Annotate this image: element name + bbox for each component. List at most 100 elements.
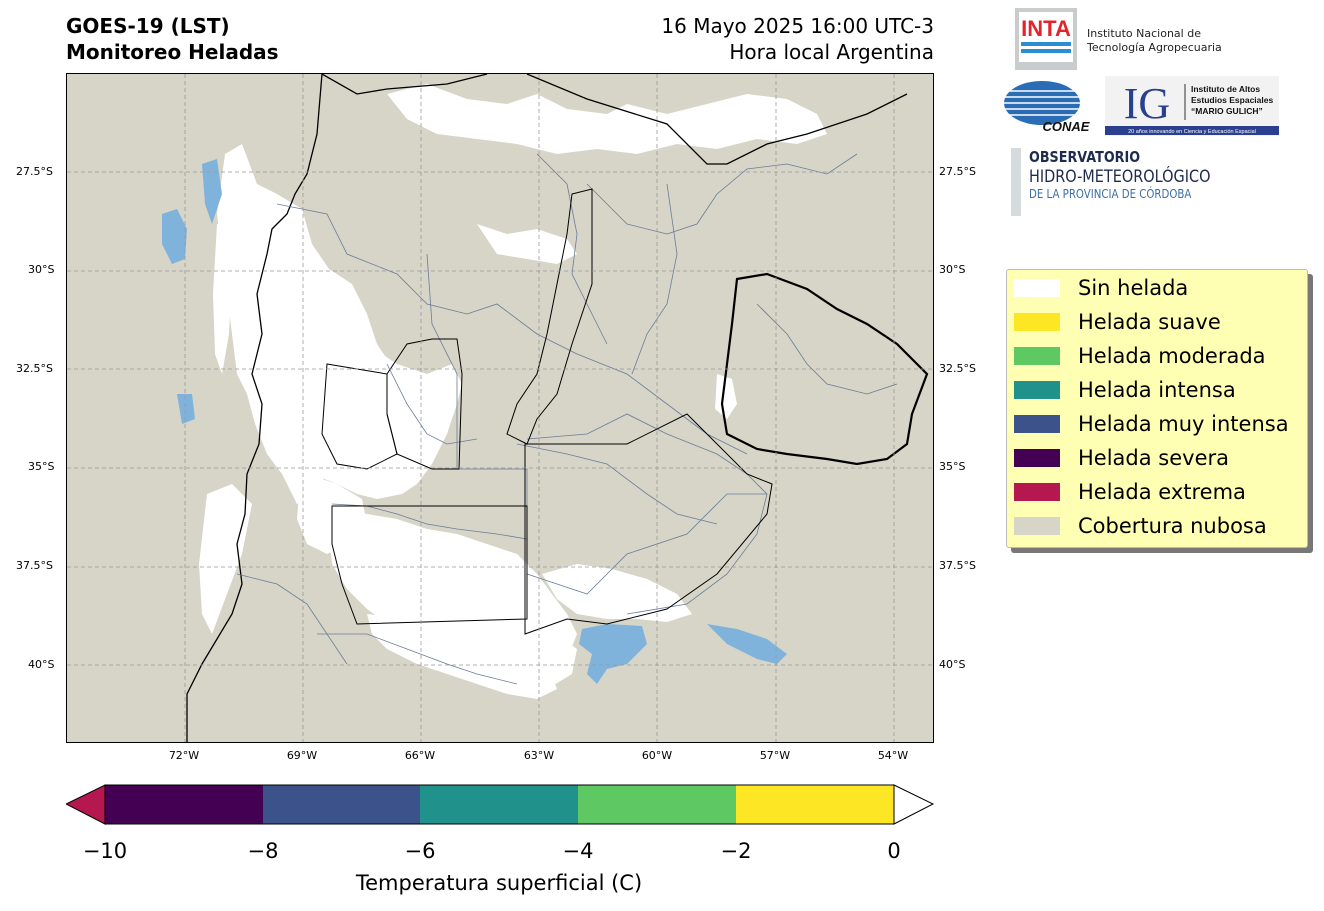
argentina-north-border [321, 74, 488, 95]
map-title: GOES-19 (LST) Monitoreo Heladas [66, 13, 279, 65]
legend-label: Helada extrema [1078, 480, 1246, 504]
cordoba-border [386, 338, 463, 470]
colorbar [66, 784, 935, 825]
province-outline-8 [317, 633, 518, 685]
clear-area-buenosaires-coast [522, 634, 577, 689]
frost-map [66, 73, 934, 743]
legend-label: Helada intensa [1078, 378, 1236, 402]
clear-area-buenosaires-south [542, 564, 692, 622]
colorbar-over-arrow [893, 784, 935, 825]
title-line-2: Monitoreo Heladas [66, 40, 279, 64]
colorbar-segment [736, 785, 894, 824]
lat-label-left: 30°S [28, 263, 55, 276]
colorbar-tick: −6 [404, 839, 436, 863]
inta-logo: INTA [1015, 8, 1077, 70]
conae-logo-mark: CONAE [1043, 119, 1090, 133]
lon-label: 63°W [523, 749, 555, 762]
lon-label: 57°W [759, 749, 791, 762]
ig-line-3: “MARIO GULICH” [1191, 106, 1263, 116]
lat-label-right: 32.5°S [939, 362, 976, 375]
province-outline-7 [631, 183, 678, 375]
legend-swatch [1014, 279, 1060, 297]
lapampa-border [331, 505, 528, 625]
lon-label: 54°W [877, 749, 909, 762]
clear-area-north [387, 84, 827, 154]
colorbar-segment [263, 785, 420, 824]
inta-logo-text: Instituto Nacional de Tecnología Agropec… [1087, 27, 1222, 55]
graticule [67, 74, 933, 742]
clear-area-cuyo [259, 249, 462, 499]
legend-label: Sin helada [1078, 276, 1189, 300]
country-borders [186, 74, 929, 742]
buenosaires-border [524, 413, 773, 635]
legend-swatch [1014, 347, 1060, 365]
sanluis-border [321, 363, 398, 470]
colorbar-frame [104, 784, 895, 825]
colorbar-tick: 0 [887, 839, 901, 863]
water-chile-3 [177, 394, 195, 424]
lat-label-right: 27.5°S [939, 165, 976, 178]
water-bahia-blanca [579, 624, 647, 684]
lon-label: 69°W [286, 749, 318, 762]
lat-label-left: 27.5°S [16, 165, 53, 178]
clear-area-chile-coast [213, 224, 232, 374]
legend-swatch [1014, 483, 1060, 501]
clear-area-uruguay-strip [715, 374, 737, 419]
water-chile-2 [202, 159, 222, 224]
clear-area-patagonia-north [367, 614, 557, 699]
date-line-1: 16 Mayo 2025 16:00 UTC-3 [661, 14, 934, 38]
colorbar-tick: −8 [247, 839, 279, 863]
province-outline-5 [586, 153, 858, 235]
legend-swatch [1014, 449, 1060, 467]
paraguay-border [526, 74, 908, 165]
observatorio-logo: OBSERVATORIO HIDRO-METEOROLÓGICO DE LA P… [1011, 148, 1242, 216]
lat-label-left: 35°S [28, 460, 55, 473]
lat-label-left: 40°S [28, 658, 55, 671]
inta-line-2: Tecnología Agropecuaria [1087, 41, 1222, 54]
water-chile-1 [162, 209, 187, 264]
colorbar-segment [420, 785, 578, 824]
inta-logo-mark: INTA [1021, 16, 1071, 41]
lon-label: 66°W [404, 749, 436, 762]
legend-swatch [1014, 517, 1060, 535]
colorbar-tick: −10 [82, 839, 128, 863]
clear-area-chaco [477, 224, 577, 264]
province-borders [321, 188, 773, 635]
clear-area-chile-south [199, 484, 252, 634]
lat-label-left: 32.5°S [16, 362, 53, 375]
legend-label: Cobertura nubosa [1078, 514, 1267, 538]
colorbar-tick: −2 [720, 839, 752, 863]
legend-swatch [1014, 381, 1060, 399]
legend-swatch [1014, 313, 1060, 331]
ig-logo-mark: IG [1124, 79, 1170, 128]
province-outline-12 [756, 303, 898, 395]
ig-tagline: 20 años innovando en Ciencia y Educación… [1128, 129, 1256, 135]
lat-label-right: 30°S [939, 263, 966, 276]
colorbar-under-arrow [66, 784, 106, 825]
inta-line-1: Instituto Nacional de [1087, 27, 1201, 40]
colorbar-label: Temperatura superficial (C) [355, 871, 643, 895]
province-outline-1 [276, 203, 748, 455]
obs-line-3: DE LA PROVINCIA DE CÓRDOBA [1029, 187, 1192, 201]
legend: Sin helada Helada suave Helada moderada … [1006, 269, 1308, 548]
map-timestamp: 16 Mayo 2025 16:00 UTC-3 Hora local Arge… [661, 13, 934, 65]
uruguay-border [720, 272, 929, 466]
lat-label-right: 37.5°S [939, 559, 976, 572]
obs-line-1: OBSERVATORIO [1029, 148, 1141, 166]
legend-label: Helada muy intensa [1078, 412, 1289, 436]
province-outline-9 [516, 443, 718, 525]
province-outline-11 [236, 573, 348, 665]
water-areas [162, 159, 787, 684]
date-line-2: Hora local Argentina [729, 40, 934, 64]
ig-logo: IG Instituto de Altos Estudios Espaciale… [1105, 76, 1279, 136]
legend-swatch [1014, 415, 1060, 433]
santafe-border [506, 188, 593, 445]
ig-line-2: Estudios Espaciales [1191, 95, 1273, 105]
colorbar-segment [578, 785, 736, 824]
ig-line-1: Instituto de Altos [1191, 84, 1260, 94]
lat-label-left: 37.5°S [16, 559, 53, 572]
legend-label: Helada severa [1078, 446, 1229, 470]
lon-label: 60°W [641, 749, 673, 762]
title-line-1: GOES-19 (LST) [66, 14, 230, 38]
lat-label-right: 40°S [939, 658, 966, 671]
